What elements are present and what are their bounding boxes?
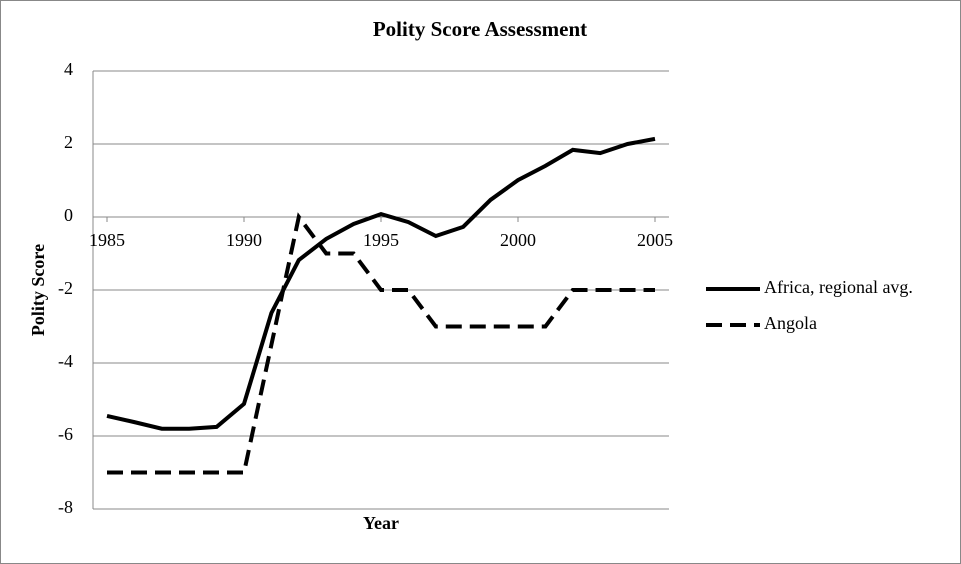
x-tick-label: 2005	[637, 230, 673, 250]
x-tick-label: 2000	[500, 230, 536, 250]
y-axis-title: Polity Score	[28, 244, 48, 336]
x-tick-label: 1985	[89, 230, 125, 250]
x-tick-label: 1990	[226, 230, 262, 250]
series-line	[107, 212, 655, 475]
series-line	[106, 136, 656, 431]
legend-label: Angola	[764, 313, 817, 333]
y-tick-label: 2	[64, 132, 73, 152]
y-tick-label: -2	[58, 278, 73, 298]
y-tick-label: -6	[58, 424, 73, 444]
y-tick-label: 0	[64, 205, 73, 225]
x-axis-title: Year	[363, 513, 399, 533]
y-tick-label: -8	[58, 497, 73, 517]
chart-title: Polity Score Assessment	[373, 17, 587, 41]
y-tick-label: 4	[64, 59, 73, 79]
x-tick-label: 1995	[363, 230, 399, 250]
y-tick-label: -4	[58, 351, 73, 371]
legend-label: Africa, regional avg.	[764, 277, 913, 297]
